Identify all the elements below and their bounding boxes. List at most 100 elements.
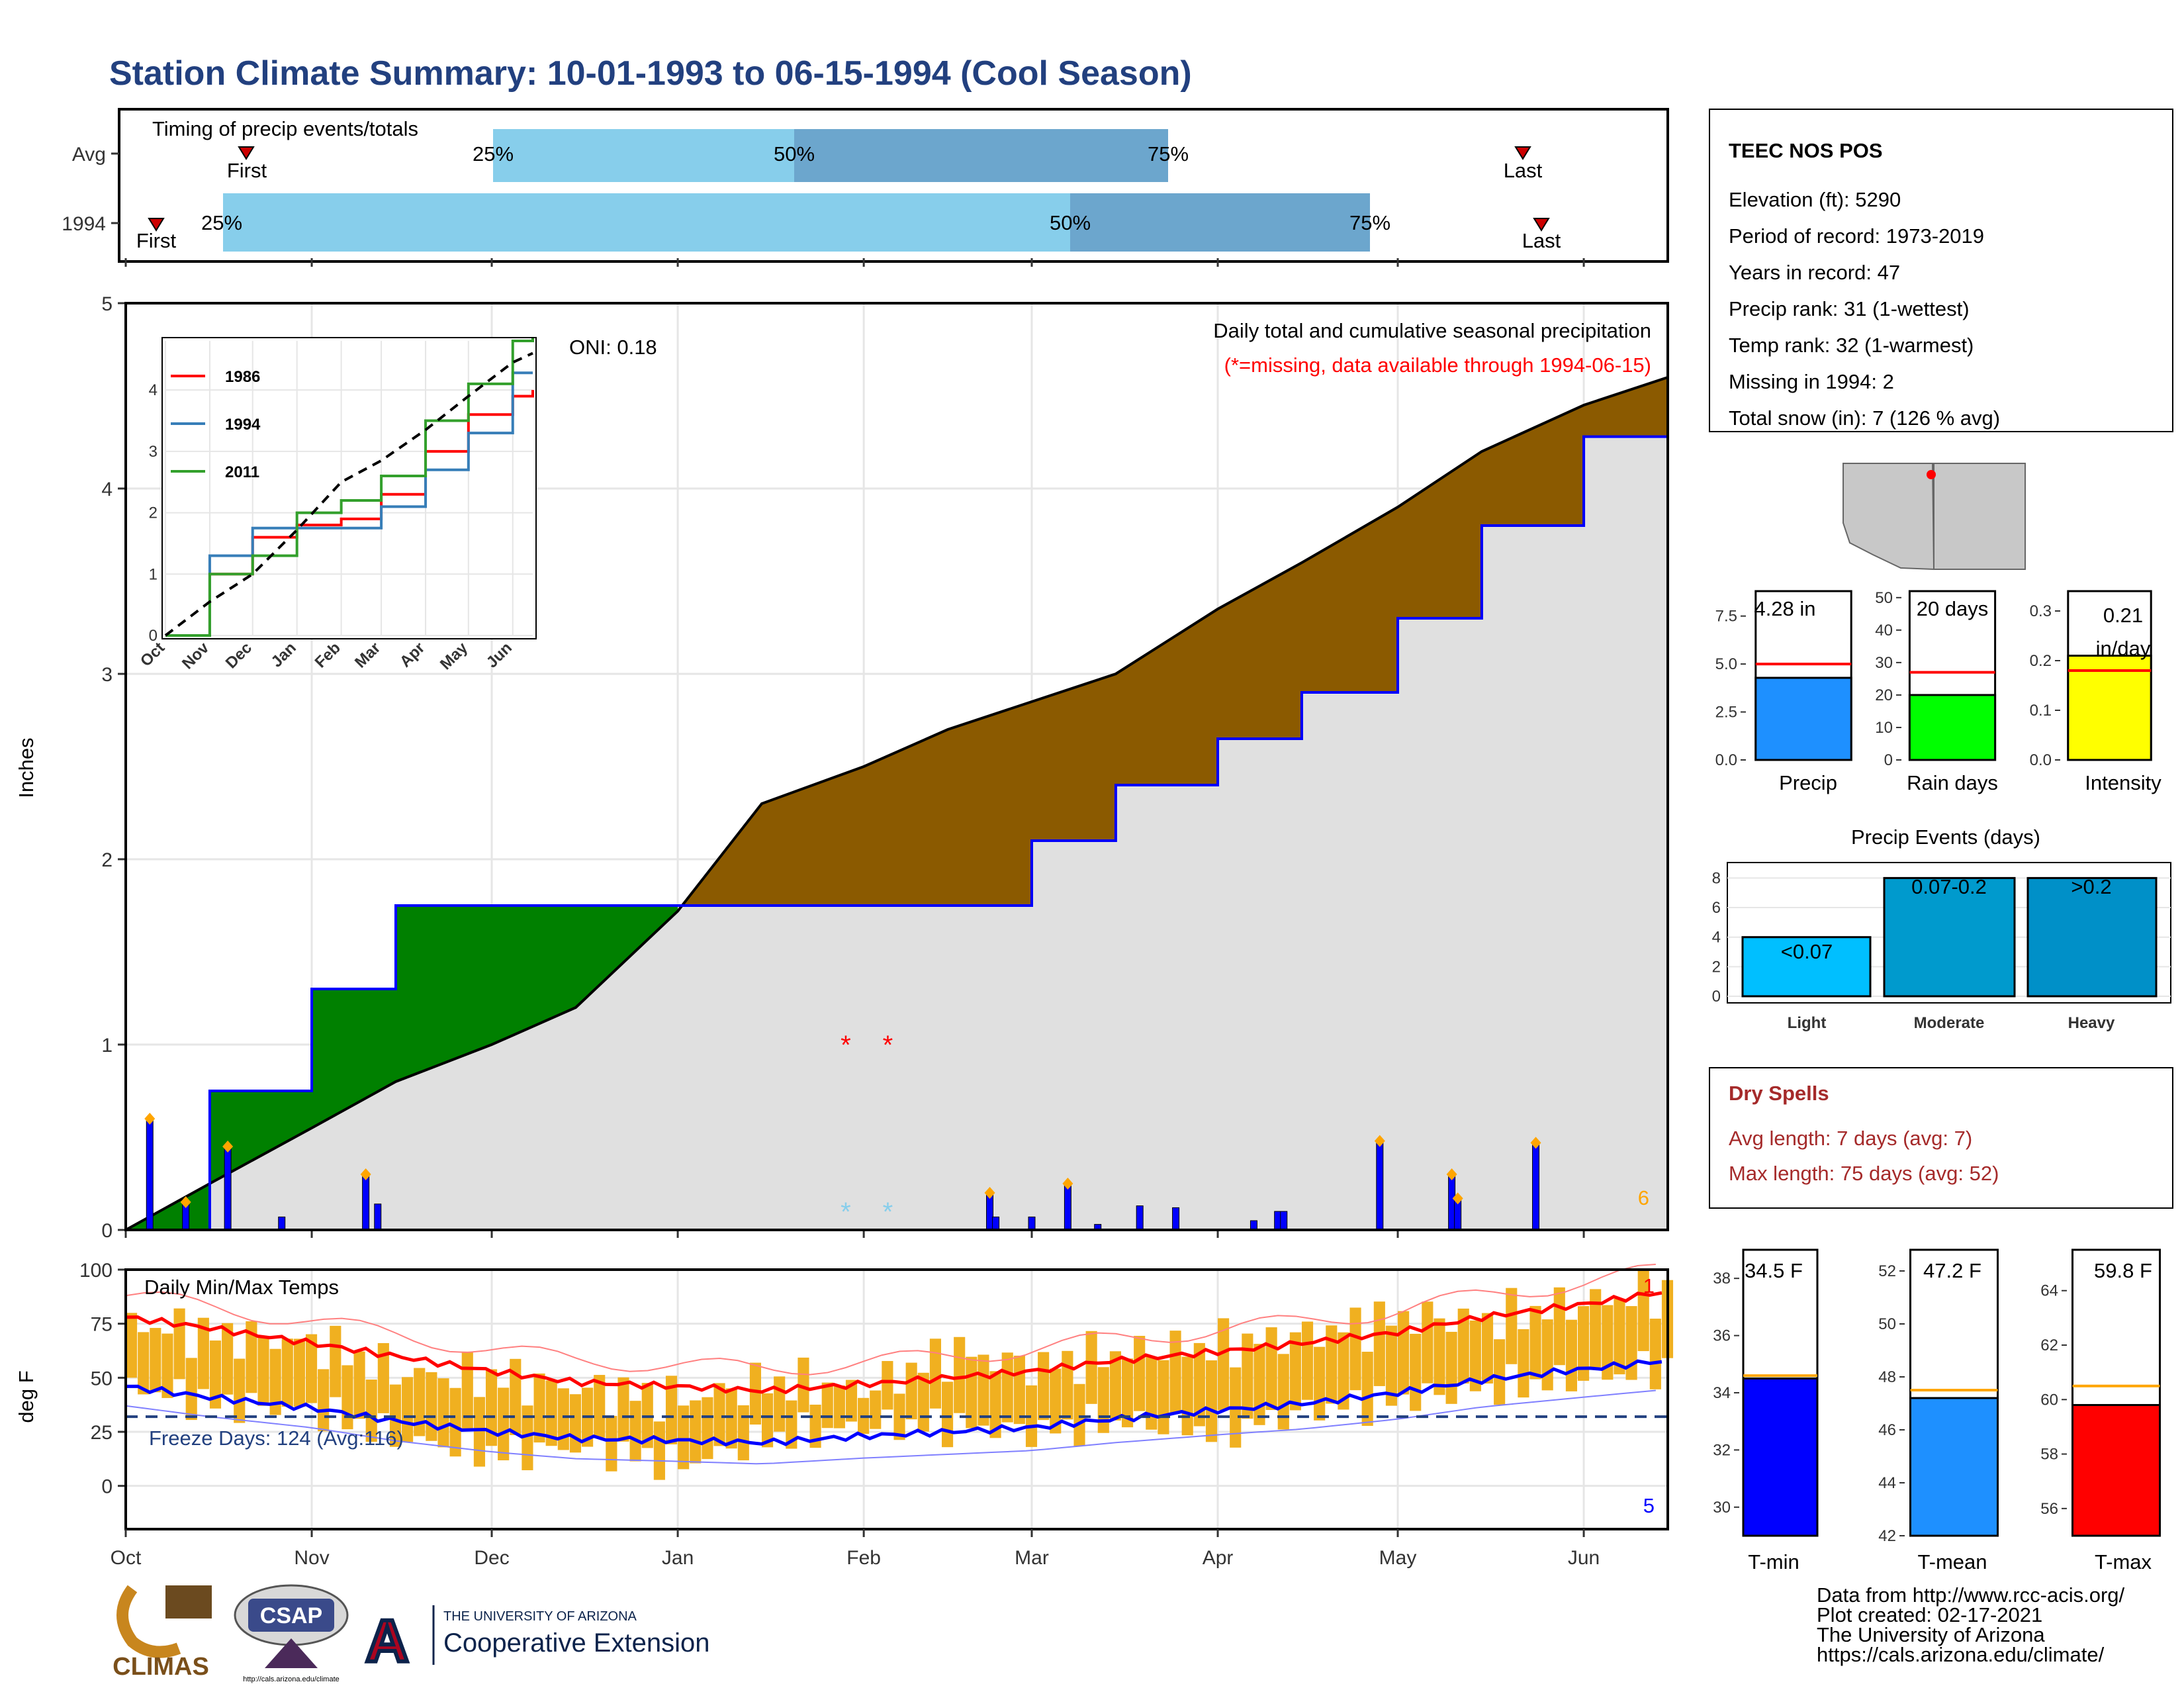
daily-temp-bar-148: [1013, 1355, 1025, 1425]
daily-temp-bar-48: [414, 1368, 426, 1436]
daily-temp-bar-254: [1649, 1319, 1661, 1389]
events-range-heavy: >0.2: [2071, 875, 2111, 898]
daily-temp-bar-120: [845, 1380, 858, 1422]
daily-temp-bar-196: [1301, 1321, 1314, 1400]
snow-marker-6: [984, 1187, 995, 1199]
daily-temp-bar-230: [1506, 1288, 1518, 1364]
snow-marker-16: [1374, 1135, 1385, 1147]
inset-legend: 1986 1994 2011: [171, 368, 261, 481]
daily-temp-bar-240: [1565, 1319, 1578, 1391]
locator-map: [1840, 457, 2032, 571]
daily-temp-bar-204: [1349, 1307, 1361, 1391]
daily-temp-bar-152: [1038, 1352, 1050, 1421]
daily-precip-bar-17: [1448, 1174, 1456, 1231]
daily-precip-bar-19: [1532, 1142, 1540, 1231]
missing-marker-1: *: [883, 1031, 893, 1060]
daily-temp-bar-116: [821, 1382, 833, 1429]
daily-temp-bar-70: [545, 1380, 557, 1446]
tempbar-tick-label-0-0: 30: [1713, 1499, 1731, 1517]
temp-line-avg_tmax: [125, 1291, 1662, 1395]
stat-value-rain-days: 20 days: [1917, 597, 1989, 620]
events-range-moderate: 0.07-0.2: [1911, 875, 1987, 898]
daily-precip-bar-5: [374, 1203, 382, 1231]
daily-temp-bar-128: [893, 1393, 905, 1440]
daily-precip-bar-15: [1280, 1211, 1288, 1231]
station-line-period: Period of record: 1973-2019: [1729, 224, 1984, 248]
daily-temp-bar-72: [557, 1388, 569, 1450]
timing-avg-last-marker: [1514, 146, 1531, 160]
precip-missing-note: (*=missing, data available through 1994-…: [1224, 353, 1651, 377]
timing-row-label-avg: Avg: [72, 144, 106, 165]
temp-ytick-label-0: 0: [101, 1476, 113, 1498]
freeze-days-label: Freeze Days: 124 (Avg:116): [149, 1427, 404, 1450]
stat-tick-label-2-0: 0.0: [2030, 751, 2052, 769]
daily-temp-bar-158: [1073, 1383, 1085, 1446]
daily-temp-bar-134: [929, 1338, 941, 1409]
temp-ytick-label-1: 25: [91, 1422, 113, 1444]
daily-precip-bar-4: [362, 1174, 370, 1231]
timing-avg-first: First: [227, 159, 267, 182]
inset-legend-1994: 1994: [225, 416, 261, 434]
precip-legend-title: Daily total and cumulative seasonal prec…: [1213, 319, 1651, 342]
month-label-6: Apr: [1203, 1547, 1234, 1569]
daily-temp-bar-238: [1553, 1287, 1565, 1366]
daily-temp-bar-50: [426, 1372, 437, 1441]
events-tick-label-1: 2: [1712, 958, 1721, 976]
tempbar-tick-label-2-1: 58: [2040, 1446, 2058, 1464]
daily-temp-bar-40: [365, 1380, 377, 1442]
stat-tick-label-0-3: 7.5: [1715, 608, 1737, 626]
daily-temp-bar-168: [1134, 1336, 1146, 1411]
stat-tick-label-0-0: 0.0: [1715, 751, 1737, 769]
daily-temp-bar-20: [246, 1321, 257, 1393]
daily-temp-bar-188: [1253, 1344, 1265, 1425]
inset-ytick-label-1: 1: [149, 565, 158, 583]
tempbar-tick-label-2-2: 60: [2040, 1391, 2058, 1409]
inset-line-2011: [165, 338, 534, 637]
daily-temp-bar-214: [1410, 1333, 1422, 1411]
daily-temp-bar-156: [1062, 1350, 1073, 1420]
daily-temp-bar-212: [1398, 1311, 1410, 1395]
events-cat-heavy: Heavy: [2068, 1014, 2115, 1032]
daily-temp-bar-232: [1518, 1329, 1529, 1398]
daily-temp-bar-10: [185, 1358, 197, 1421]
daily-precip-bar-9: [1064, 1183, 1071, 1231]
timing-avg-p75: 75%: [1148, 142, 1189, 165]
dry-spells-avg: Avg length: 7 days (avg: 7): [1729, 1127, 1972, 1150]
missing-marker-low-1: *: [883, 1197, 893, 1227]
station-line-elevation: Elevation (ft): 5290: [1729, 188, 1901, 211]
temp-ytick-label-3: 75: [91, 1314, 113, 1336]
inset-frame: [161, 337, 537, 639]
tempbar-label-tmin: T-min: [1748, 1550, 1799, 1573]
daily-precip-bar-12: [1172, 1207, 1180, 1231]
stat-tick-label-2-1: 0.1: [2030, 702, 2052, 720]
daily-precip-bar-0: [146, 1118, 154, 1231]
tempbar-tick-label-2-4: 64: [2040, 1282, 2058, 1300]
csap-logo: CSAP http://cals.arizona.edu/climate: [234, 1584, 349, 1683]
inset-ytick-label-3: 3: [149, 443, 158, 461]
inset-ytick-label-0: 0: [149, 627, 158, 645]
daily-temp-bar-28: [293, 1338, 305, 1407]
climas-logo-block: [165, 1585, 212, 1618]
daily-temp-bar-178: [1193, 1342, 1205, 1427]
tempbar-tick-label-1-2: 46: [1878, 1421, 1896, 1439]
precip-ytick-label-2: 2: [101, 849, 113, 871]
stat-value-precip: 4.28 in: [1754, 597, 1815, 620]
inset-ytick-label-4: 4: [149, 381, 158, 399]
month-label-7: May: [1379, 1547, 1417, 1569]
daily-temp-bar-218: [1433, 1318, 1445, 1395]
climas-logo-swoosh: [116, 1585, 181, 1658]
daily-temp-bar-162: [1097, 1367, 1109, 1433]
daily-precip-bar-16: [1376, 1141, 1384, 1231]
season-temp-bars: 30 32 34 36 38 42 44 46 48 50 52 56 58 60 62 64: [1713, 1248, 2161, 1545]
timing-avg-first-marker: [238, 146, 255, 160]
daily-temp-bar-104: [749, 1362, 762, 1425]
daily-temp-bar-242: [1578, 1306, 1590, 1381]
month-label-0: Oct: [111, 1547, 142, 1569]
daily-temp-bar-94: [690, 1400, 702, 1464]
ua-small-text: THE UNIVERSITY OF ARIZONA: [443, 1609, 637, 1624]
daily-temp-bar-16: [222, 1323, 234, 1395]
station-info-frame: [1709, 109, 2173, 432]
stat-bar-2: [2067, 655, 2152, 761]
stat-value-intensity: 0.21: [2103, 604, 2143, 627]
